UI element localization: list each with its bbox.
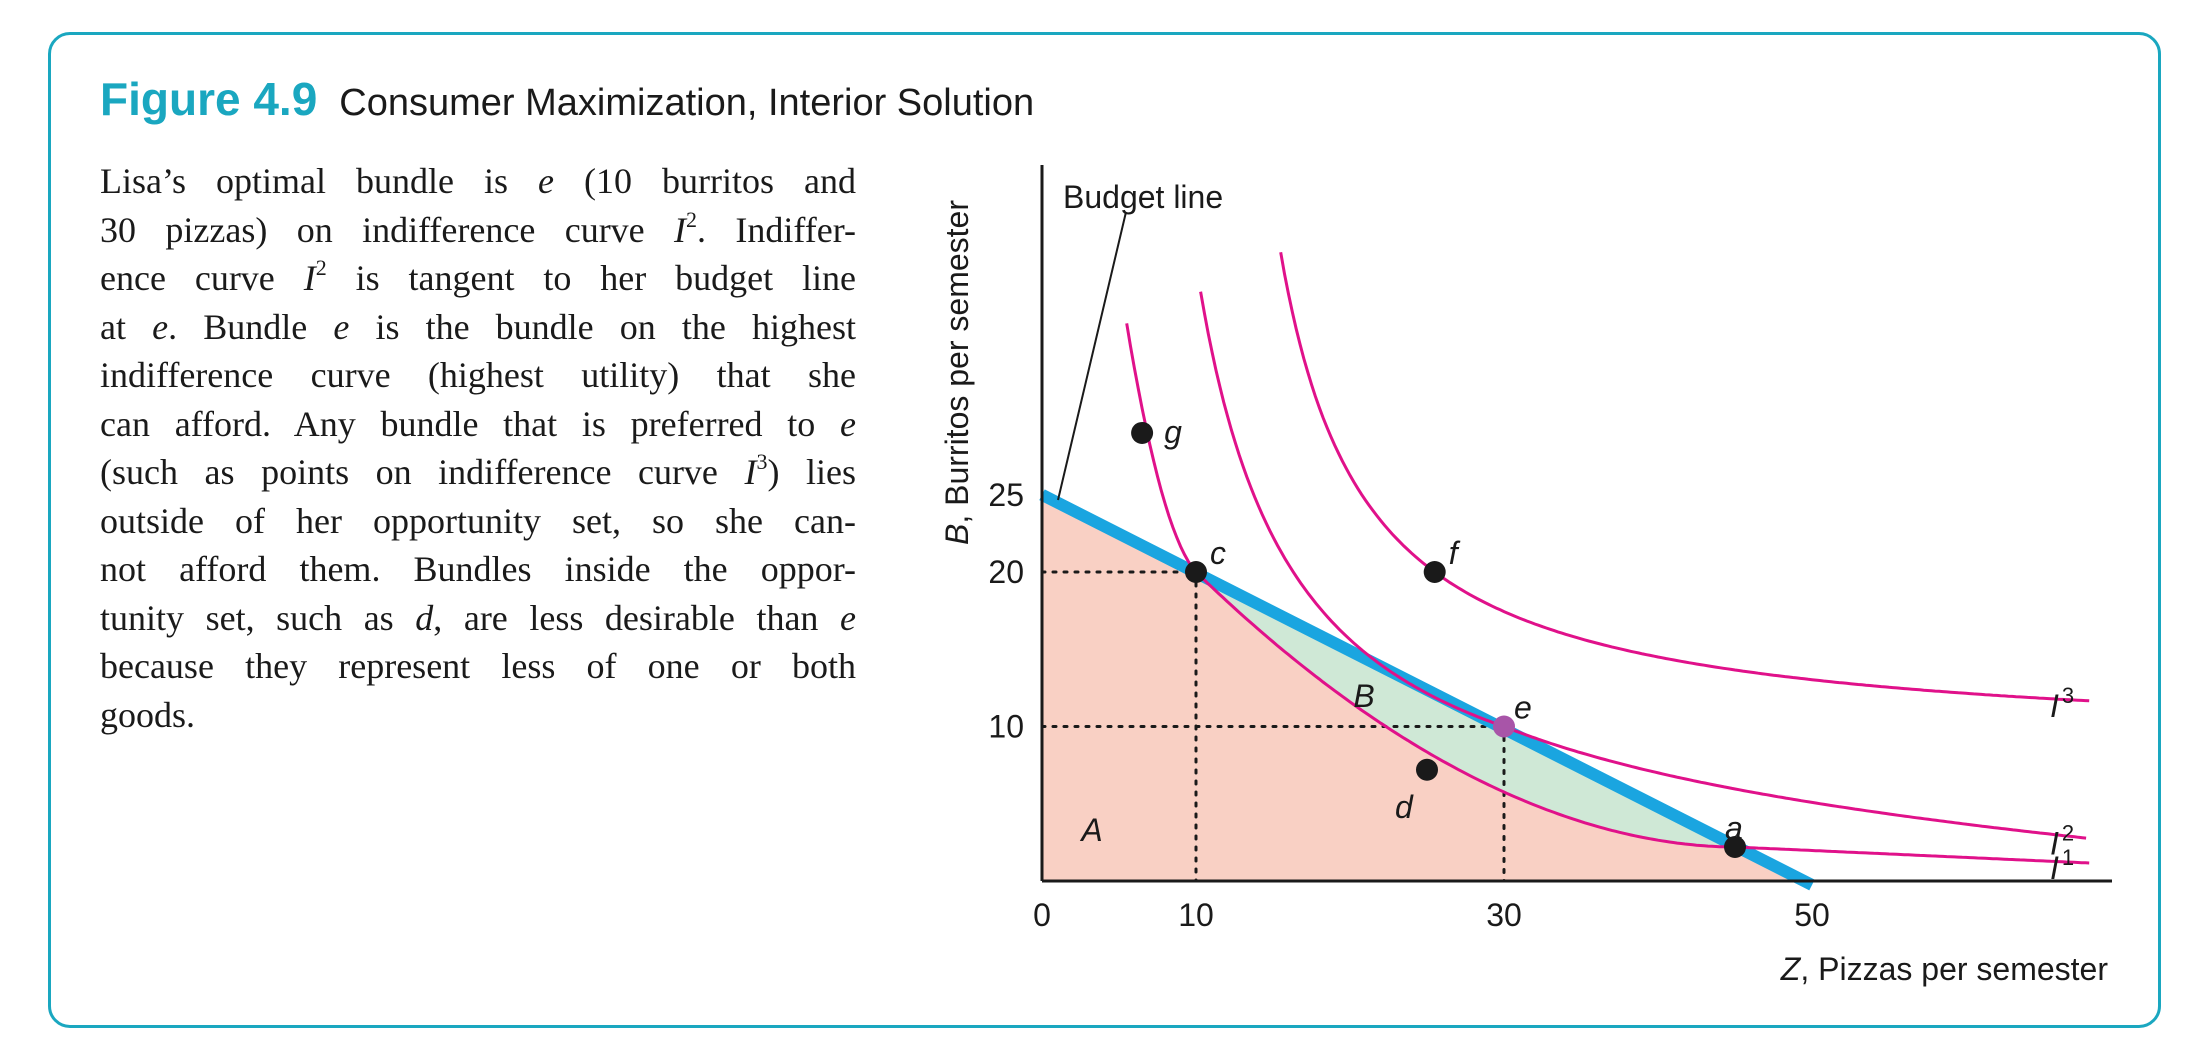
x-axis-text: , Pizzas per semester bbox=[1800, 951, 2108, 987]
curve-letter: I bbox=[2050, 688, 2059, 724]
caption-line: because they represent less of one or bo… bbox=[100, 642, 856, 691]
caption-text: e bbox=[152, 306, 169, 347]
caption-text: (10 burritos and bbox=[554, 161, 856, 201]
point-c bbox=[1185, 561, 1207, 583]
caption-line: not afford them. Bundles inside the oppo… bbox=[100, 545, 856, 594]
caption-text: e bbox=[538, 161, 554, 201]
caption-text: (such as points on indifference curve bbox=[100, 452, 745, 492]
caption-text: 2 bbox=[315, 255, 327, 280]
curve-superscript: 3 bbox=[2062, 683, 2074, 708]
caption-text: is the bundle on the highest bbox=[349, 306, 857, 347]
point-label-a: a bbox=[1725, 810, 1743, 846]
curve-superscript: 2 bbox=[2062, 820, 2074, 845]
point-g bbox=[1131, 421, 1154, 444]
caption-text: e bbox=[840, 403, 856, 444]
point-label-e: e bbox=[1514, 690, 1532, 726]
caption-line: Lisa’s optimal bundle is e (10 burritos … bbox=[100, 157, 856, 206]
caption-text: indifference curve (highest utility) tha… bbox=[100, 355, 856, 395]
caption-text: goods. bbox=[100, 694, 196, 735]
point-e bbox=[1493, 715, 1515, 738]
indifference-curve-i2 bbox=[1199, 291, 2087, 840]
caption-line: tunity set, such as d, are less desirabl… bbox=[100, 594, 856, 643]
budget-line bbox=[1039, 489, 1815, 891]
caption-text: 30 pizzas) on indifference curve bbox=[100, 209, 675, 250]
point-label-d: d bbox=[1395, 789, 1414, 825]
y-tick-label: 25 bbox=[988, 477, 1024, 513]
curve-superscript: 1 bbox=[2062, 845, 2074, 870]
x-axis-label: Z, Pizzas per semester bbox=[1780, 951, 2109, 987]
caption-text: e bbox=[840, 597, 856, 638]
caption-text: 2 bbox=[686, 206, 698, 232]
y-tick-label: 10 bbox=[988, 709, 1024, 745]
point-a bbox=[1724, 836, 1746, 859]
caption-text: . Indiffer- bbox=[697, 209, 856, 250]
caption-line: at e. Bundle e is the bundle on the high… bbox=[100, 303, 856, 352]
x-tick-label: 30 bbox=[1486, 897, 1522, 933]
x-tick-label: 10 bbox=[1178, 897, 1214, 933]
indifference-curve-i1 bbox=[1125, 323, 2090, 865]
y-axis-label: B, Burritos per semester bbox=[939, 200, 975, 545]
caption-text: Lisa’s optimal bundle is bbox=[100, 161, 539, 201]
caption-text: . Bundle bbox=[168, 306, 334, 347]
caption-text: is tangent to her budget line bbox=[326, 258, 856, 298]
caption-text: at bbox=[100, 306, 153, 347]
figure-header: Figure 4.9 Consumer Maximization, Interi… bbox=[100, 72, 1034, 126]
caption-line: ence curve I2 is tangent to her budget l… bbox=[100, 254, 856, 303]
caption-text: d bbox=[415, 597, 434, 638]
budget-line-label: Budget line bbox=[1063, 179, 1223, 215]
point-label-c: c bbox=[1210, 535, 1226, 571]
caption-text: outside of her opportunity set, so she c… bbox=[100, 500, 856, 541]
region-a-label: A bbox=[1079, 812, 1102, 848]
indifference-curve-i3 bbox=[1279, 252, 2090, 703]
figure-title: Consumer Maximization, Interior Solution bbox=[339, 82, 1035, 124]
x-axis-variable: Z bbox=[1780, 951, 1802, 987]
region-a bbox=[1042, 494, 1812, 881]
budget-line-leader bbox=[1057, 211, 1127, 501]
caption-text: not afford them. Bundles inside the oppo… bbox=[100, 549, 856, 589]
x-tick-label: 0 bbox=[1033, 897, 1051, 933]
caption-text: I bbox=[674, 209, 687, 250]
figure-number: Figure 4.9 bbox=[100, 73, 318, 125]
caption-text: I bbox=[303, 258, 316, 298]
caption-text: ) lies bbox=[767, 452, 857, 492]
point-d bbox=[1416, 758, 1438, 781]
point-label-f: f bbox=[1449, 535, 1461, 571]
caption-line: outside of her opportunity set, so she c… bbox=[100, 497, 856, 546]
caption-line: (such as points on indifference curve I3… bbox=[100, 448, 856, 497]
caption-text: , are less desirable than bbox=[433, 597, 840, 638]
figure-caption: Lisa’s optimal bundle is e (10 burritos … bbox=[100, 157, 856, 739]
caption-text: tunity set, such as bbox=[100, 597, 416, 638]
caption-text: I bbox=[744, 452, 757, 492]
x-tick-label: 50 bbox=[1794, 897, 1830, 933]
curve-letter: I bbox=[2050, 850, 2059, 886]
caption-line: 30 pizzas) on indifference curve I2. Ind… bbox=[100, 206, 856, 255]
caption-text: because they represent less of one or bo… bbox=[100, 646, 856, 686]
point-f bbox=[1423, 561, 1446, 583]
caption-line: indifference curve (highest utility) tha… bbox=[100, 351, 856, 400]
caption-line: goods. bbox=[100, 691, 856, 740]
curve-letter: I bbox=[2050, 825, 2059, 861]
caption-text: 3 bbox=[756, 449, 768, 474]
caption-text: e bbox=[333, 306, 350, 347]
caption-text: can afford. Any bundle that is preferred… bbox=[100, 403, 841, 444]
caption-line: can afford. Any bundle that is preferred… bbox=[100, 400, 856, 449]
region-b-label: B bbox=[1353, 678, 1374, 714]
y-tick-label: 20 bbox=[988, 554, 1024, 590]
caption-text: ence curve bbox=[100, 258, 304, 298]
point-label-g: g bbox=[1164, 414, 1182, 450]
y-axis-variable: B bbox=[939, 524, 975, 545]
y-axis-text: , Burritos per semester bbox=[939, 200, 975, 524]
